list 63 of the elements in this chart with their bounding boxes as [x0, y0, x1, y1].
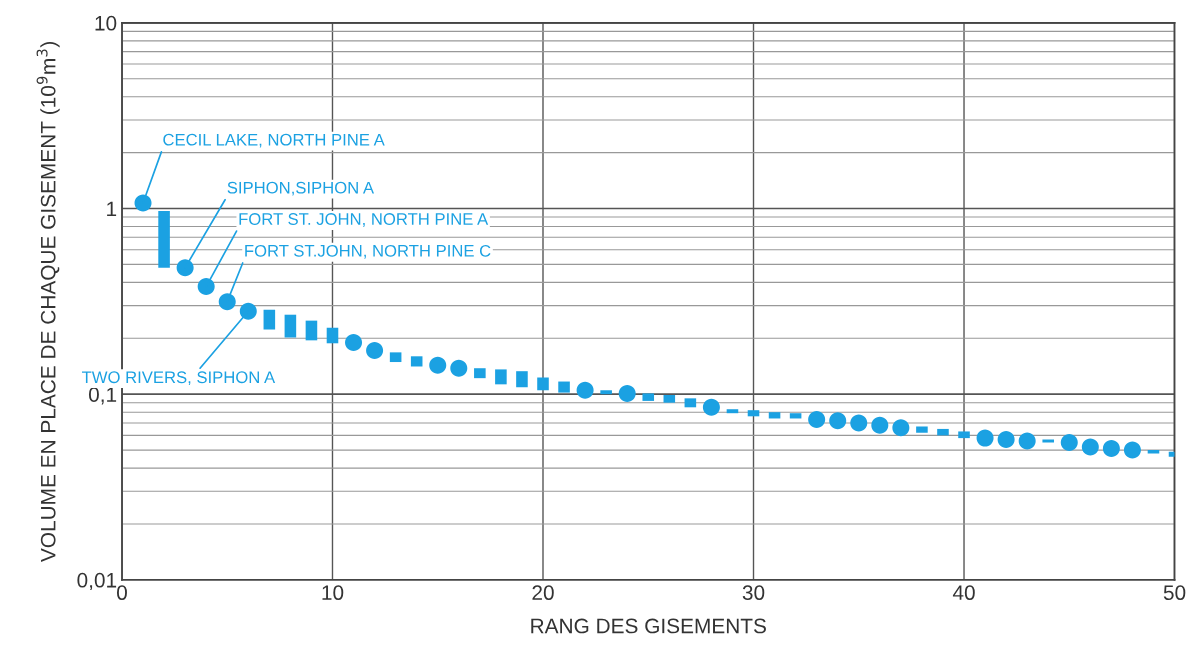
bar	[916, 426, 928, 433]
bar	[537, 377, 549, 391]
x-tick-label: 30	[742, 585, 765, 601]
bar	[600, 390, 612, 395]
point	[1018, 432, 1036, 450]
x-tick-label: 10	[322, 585, 344, 601]
point	[618, 384, 636, 402]
point	[702, 398, 720, 416]
point	[197, 278, 215, 296]
bar	[726, 409, 739, 414]
bar	[389, 352, 402, 363]
bar	[263, 309, 276, 330]
bar	[747, 410, 760, 417]
point	[576, 381, 594, 399]
bar	[768, 412, 781, 419]
point	[366, 341, 384, 359]
point	[829, 412, 847, 430]
y-tick-label: 0,01	[77, 572, 117, 591]
point	[345, 333, 363, 351]
bar	[410, 356, 423, 367]
bar	[495, 369, 507, 385]
y-tick-label: 0,1	[88, 387, 117, 405]
point	[850, 414, 868, 432]
point	[892, 419, 910, 437]
y-tick-label: 1	[107, 201, 117, 217]
x-tick-label: 40	[952, 585, 975, 601]
point	[239, 302, 257, 320]
bar	[516, 371, 528, 388]
annotation: TWO RIVERS, SIPHON A	[81, 371, 276, 386]
point	[450, 359, 468, 377]
bar	[158, 210, 170, 268]
bar	[789, 413, 802, 419]
y-tick-label: 10	[95, 15, 117, 31]
bar	[305, 320, 318, 341]
annotation: SIPHON,SIPHON A	[227, 181, 375, 196]
annotation: FORT ST.JOHN, NORTH PINE C	[245, 244, 491, 259]
bar	[474, 368, 486, 379]
point	[1102, 439, 1120, 457]
bar	[937, 428, 949, 436]
point	[176, 259, 194, 277]
point	[976, 429, 994, 447]
bar	[663, 395, 676, 403]
point	[1060, 433, 1078, 451]
bar	[326, 327, 339, 344]
point	[997, 431, 1015, 449]
bar	[684, 398, 697, 408]
point	[1081, 438, 1099, 456]
x-axis-title: RANG DES GISEMENTS	[531, 618, 766, 634]
x-tick-label: 50	[1163, 585, 1186, 601]
bar	[642, 393, 655, 401]
x-tick-label: 20	[532, 585, 554, 601]
point	[429, 356, 447, 374]
y-axis-title: VOLUME EN PLACE DE CHAQUE GISEMENT (10$^{9}$m$^{3}$)	[36, 42, 60, 562]
point	[871, 416, 889, 434]
bar	[558, 381, 570, 393]
point	[1123, 441, 1141, 459]
annotation: CECIL LAKE, NORTH PINE A	[163, 133, 385, 148]
point	[218, 293, 236, 311]
point	[808, 411, 826, 429]
bar	[958, 431, 970, 439]
bar	[284, 314, 297, 338]
x-tick-label: 0	[117, 585, 127, 601]
annotation: FORT ST. JOHN, NORTH PINE A	[239, 213, 489, 227]
